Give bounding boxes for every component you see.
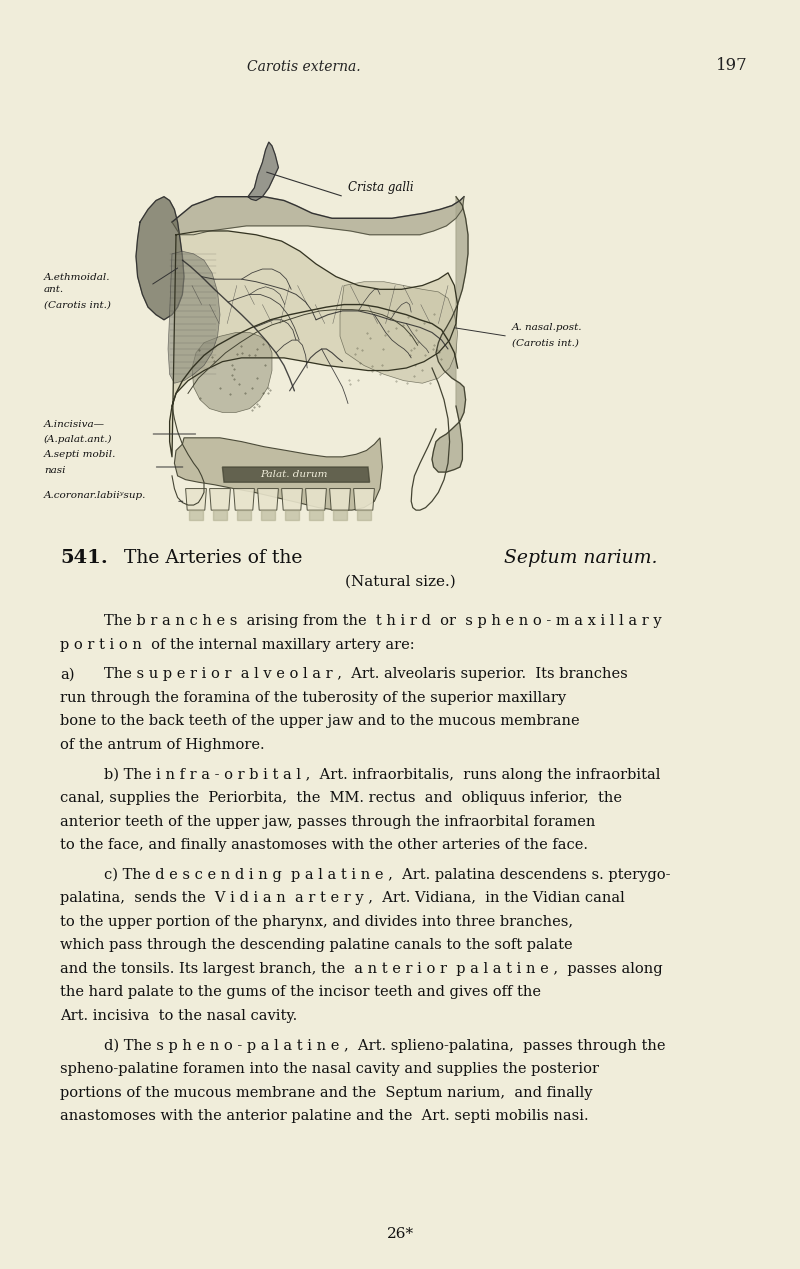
Text: the hard palate to the gums of the incisor teeth and gives off the: the hard palate to the gums of the incis… (60, 985, 541, 1000)
Polygon shape (174, 438, 382, 510)
Polygon shape (213, 510, 227, 520)
Text: The Arteries of the: The Arteries of the (118, 549, 309, 567)
Polygon shape (261, 510, 275, 520)
Text: A.septi mobil.: A.septi mobil. (44, 450, 116, 459)
Text: Carotis externa.: Carotis externa. (247, 60, 361, 74)
Text: (Natural size.): (Natural size.) (345, 574, 455, 589)
Text: and the tonsils. Its largest branch, the  a n t e r i o r  p a l a t i n e ,  pa: and the tonsils. Its largest branch, the… (60, 962, 662, 976)
Polygon shape (282, 489, 302, 510)
Polygon shape (186, 489, 206, 510)
Text: spheno-palatine foramen into the nasal cavity and supplies the posterior: spheno-palatine foramen into the nasal c… (60, 1062, 599, 1076)
Text: which pass through the descending palatine canals to the soft palate: which pass through the descending palati… (60, 938, 573, 953)
Text: The s u p e r i o r  a l v e o l a r ,  Art. alveolaris superior.  Its branches: The s u p e r i o r a l v e o l a r , Ar… (104, 667, 628, 681)
Text: The b r a n c h e s  arising from the  t h i r d  or  s p h e n o - m a x i l l : The b r a n c h e s arising from the t h… (104, 614, 662, 628)
Text: A.coronar.labiiʸsup.: A.coronar.labiiʸsup. (44, 491, 146, 500)
Polygon shape (248, 142, 278, 201)
Text: p o r t i o n  of the internal maxillary artery are:: p o r t i o n of the internal maxillary … (60, 637, 414, 652)
Polygon shape (136, 197, 184, 320)
Text: 26*: 26* (386, 1227, 414, 1241)
Text: A.ethmoidal.: A.ethmoidal. (44, 273, 110, 282)
Text: nasi: nasi (44, 466, 66, 475)
Polygon shape (170, 231, 458, 457)
Text: bone to the back teeth of the upper jaw and to the mucous membrane: bone to the back teeth of the upper jaw … (60, 714, 580, 728)
Polygon shape (330, 489, 350, 510)
Polygon shape (237, 510, 251, 520)
Text: (Carotis int.): (Carotis int.) (512, 339, 579, 348)
Text: Septum narium.: Septum narium. (504, 549, 658, 567)
Polygon shape (285, 510, 299, 520)
Polygon shape (340, 282, 458, 383)
Polygon shape (354, 489, 374, 510)
Text: c) The d e s c e n d i n g  p a l a t i n e ,  Art. palatina descendens s. ptery: c) The d e s c e n d i n g p a l a t i n… (104, 868, 670, 882)
Text: Palat. durum: Palat. durum (261, 470, 328, 480)
Text: 541.: 541. (60, 549, 108, 567)
Text: to the upper portion of the pharynx, and divides into three branches,: to the upper portion of the pharynx, and… (60, 915, 573, 929)
Text: palatina,  sends the  V i d i a n  a r t e r y ,  Art. Vidiana,  in the Vidian c: palatina, sends the V i d i a n a r t e … (60, 891, 625, 906)
Polygon shape (189, 510, 203, 520)
Text: of the antrum of Highmore.: of the antrum of Highmore. (60, 737, 265, 753)
Polygon shape (222, 467, 370, 482)
Text: ant.: ant. (44, 286, 64, 294)
Polygon shape (357, 510, 371, 520)
Text: a): a) (60, 667, 74, 681)
Text: (A.palat.ant.): (A.palat.ant.) (44, 435, 113, 444)
Text: canal, supplies the  Periorbita,  the  MM. rectus  and  obliquus inferior,  the: canal, supplies the Periorbita, the MM. … (60, 791, 622, 806)
Text: anterior teeth of the upper jaw, passes through the infraorbital foramen: anterior teeth of the upper jaw, passes … (60, 815, 595, 829)
Polygon shape (168, 251, 220, 383)
Text: 197: 197 (716, 57, 748, 74)
Polygon shape (210, 489, 230, 510)
Text: anastomoses with the anterior palatine and the  Art. septi mobilis nasi.: anastomoses with the anterior palatine a… (60, 1109, 589, 1123)
Text: A.incisiva—: A.incisiva— (44, 420, 105, 429)
Text: run through the foramina of the tuberosity of the superior maxillary: run through the foramina of the tuberosi… (60, 690, 566, 706)
Polygon shape (432, 197, 468, 472)
Text: to the face, and finally anastomoses with the other arteries of the face.: to the face, and finally anastomoses wit… (60, 838, 588, 853)
Polygon shape (172, 197, 464, 235)
Polygon shape (192, 332, 272, 412)
Text: b) The i n f r a - o r b i t a l ,  Art. infraorbitalis,  runs along the infraor: b) The i n f r a - o r b i t a l , Art. … (104, 768, 660, 782)
Polygon shape (234, 489, 254, 510)
Text: d) The s p h e n o - p a l a t i n e ,  Art. splieno-palatina,  passes through t: d) The s p h e n o - p a l a t i n e , A… (104, 1038, 666, 1053)
Text: portions of the mucous membrane and the  Septum narium,  and finally: portions of the mucous membrane and the … (60, 1085, 593, 1100)
Polygon shape (258, 489, 278, 510)
Text: (Carotis int.): (Carotis int.) (44, 301, 111, 310)
Text: Crista galli: Crista galli (348, 181, 414, 194)
Text: A. nasal.post.: A. nasal.post. (512, 324, 582, 332)
Text: Art. incisiva  to the nasal cavity.: Art. incisiva to the nasal cavity. (60, 1009, 298, 1023)
Polygon shape (309, 510, 323, 520)
Polygon shape (333, 510, 347, 520)
Polygon shape (306, 489, 326, 510)
